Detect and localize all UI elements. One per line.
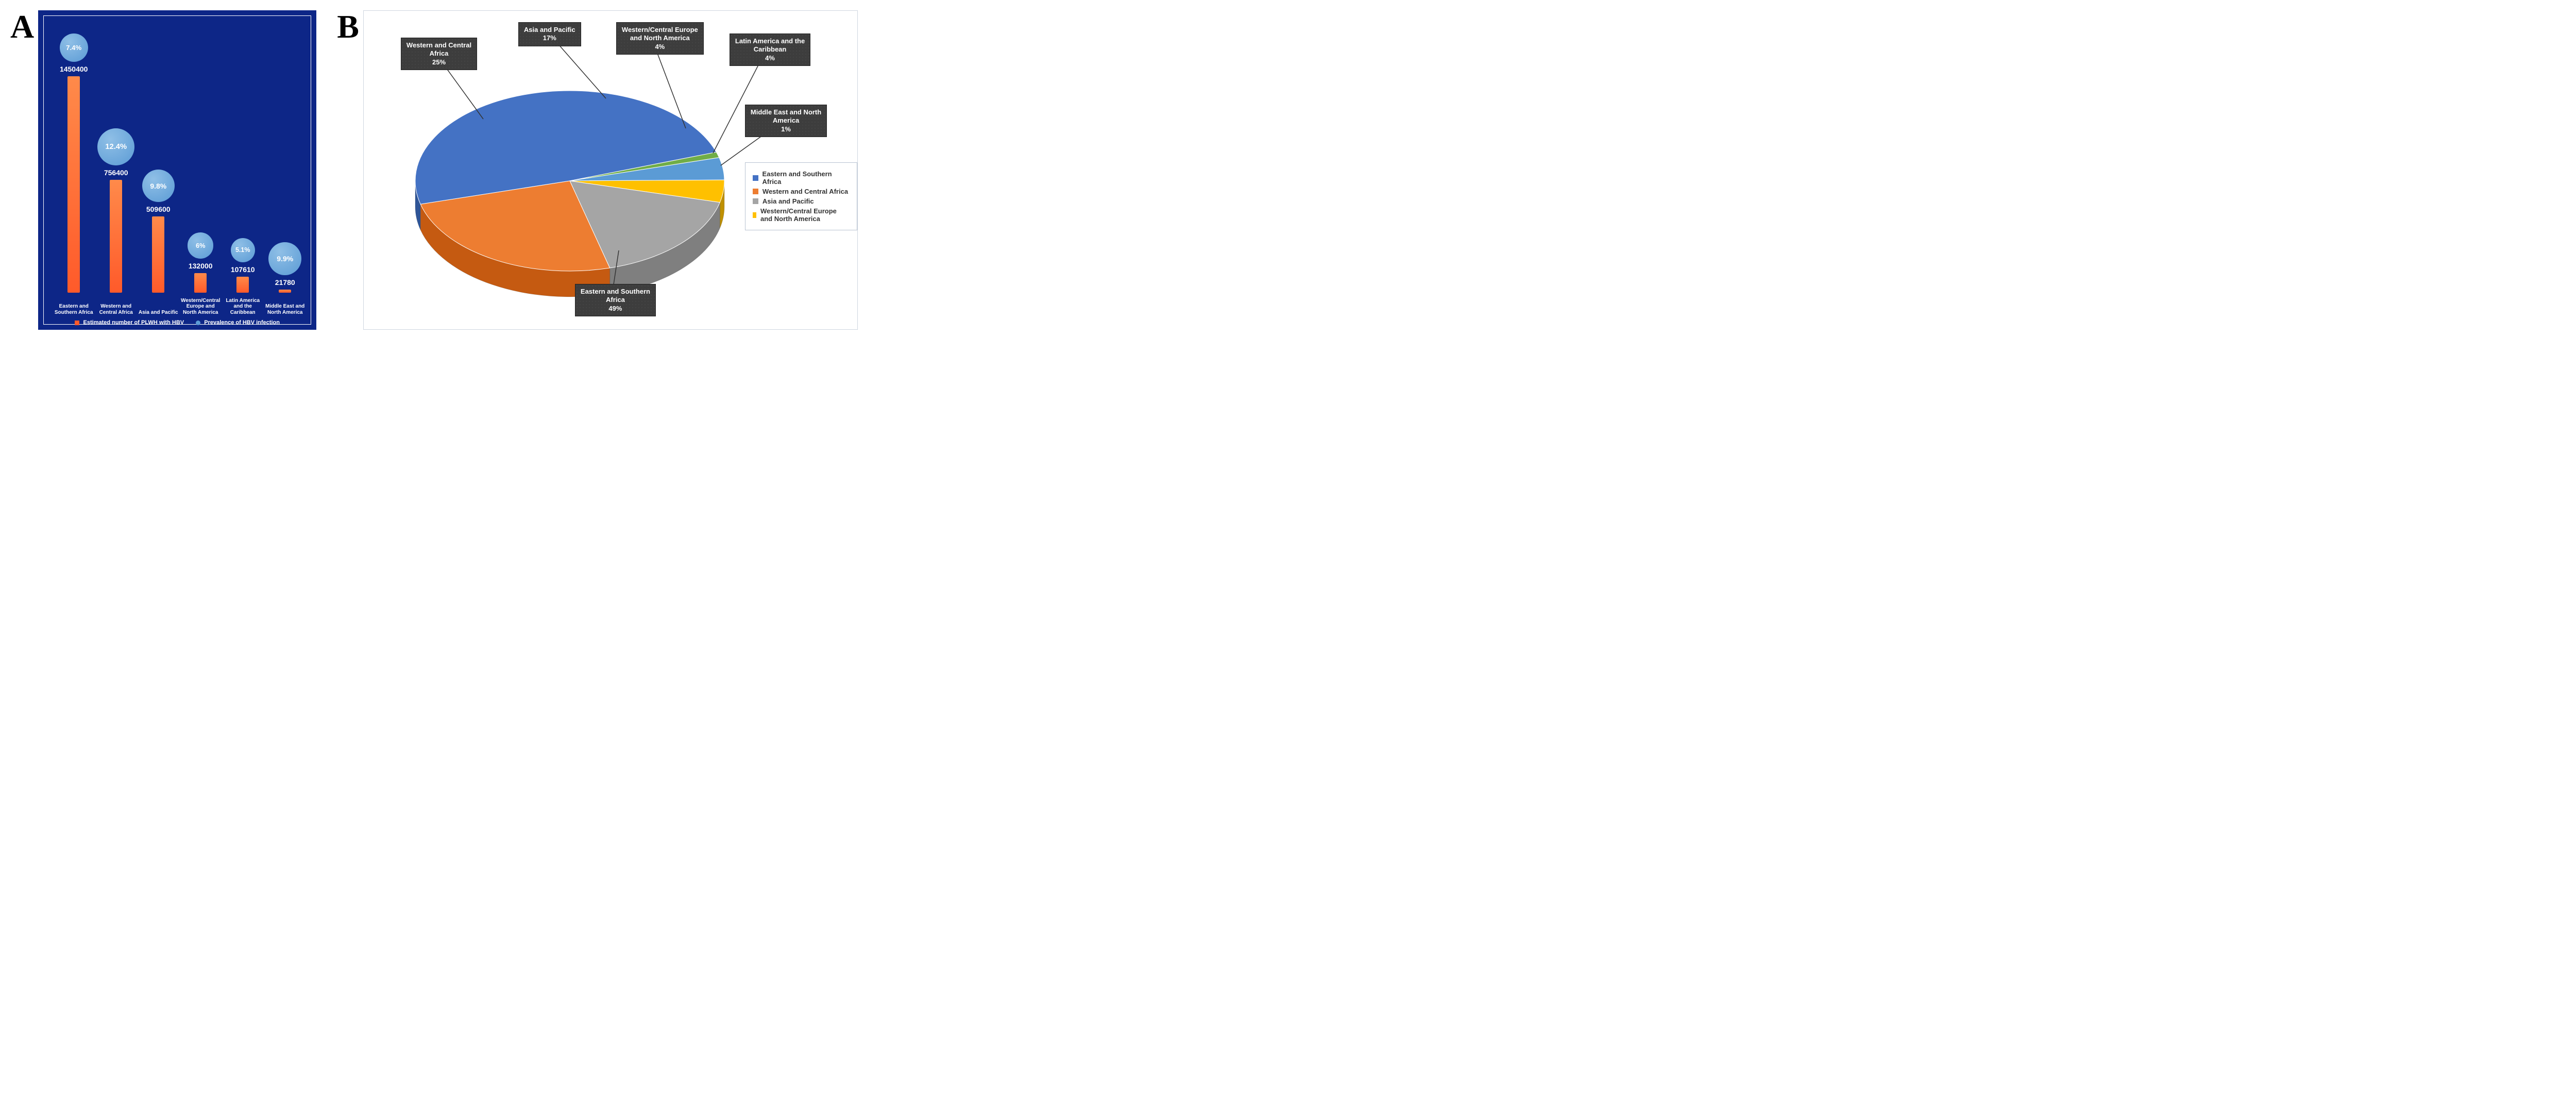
bar-column: 9.9% 21780 [264, 242, 306, 293]
prevalence-bubble: 9.8% [142, 170, 175, 202]
bar-plot-area: 7.4% 1450400 12.4% 756400 9.8% 509600 6% 132000… [46, 19, 308, 293]
pie-callout: Middle East and NorthAmerica1% [745, 105, 827, 137]
pie-callout: Latin America and theCaribbean4% [730, 33, 810, 66]
bar-rect [110, 180, 122, 293]
bar-value-label: 756400 [95, 169, 137, 177]
legend-label: Western and Central Africa [762, 188, 848, 195]
callout-leader [554, 40, 606, 98]
legend-label: Western/Central Europe and North America [760, 207, 850, 223]
bar-chart: 7.4% 1450400 12.4% 756400 9.8% 509600 6% 132000… [38, 10, 316, 330]
prevalence-bubble: 12.4% [97, 128, 134, 165]
panel-b: B Eastern and Southern Africa Western and… [337, 10, 858, 330]
panel-a: A 7.4% 1450400 12.4% 756400 9.8% 509600 6% 1320… [10, 10, 316, 330]
bar-column: 7.4% 1450400 [53, 33, 95, 293]
pie-callout: Asia and Pacific17% [518, 22, 581, 46]
legend-row: Western/Central Europe and North America [753, 207, 850, 223]
bar-value-label: 1450400 [53, 65, 95, 73]
bar-column: 6% 132000 [179, 232, 222, 293]
bar-category-label: Asia and Pacific [137, 310, 179, 316]
legend-label-bars: Estimated number of PLWH with HBV [83, 319, 184, 326]
bar-rect [194, 273, 207, 293]
legend-swatch-bubbles [196, 321, 200, 325]
pie-callout: Western and CentralAfrica25% [401, 38, 477, 70]
bar-value-label: 132000 [179, 262, 222, 270]
bar-rect [152, 216, 164, 293]
bar-category-label: Middle East and North America [264, 304, 306, 315]
callout-leader [713, 51, 766, 153]
legend-row: Western and Central Africa [753, 188, 850, 195]
legend-swatch [753, 198, 758, 204]
legend-row: Asia and Pacific [753, 197, 850, 205]
bar-column: 9.8% 509600 [137, 170, 179, 293]
legend-swatch [753, 212, 756, 218]
bar-value-label: 107610 [222, 265, 264, 274]
legend-row: Eastern and Southern Africa [753, 170, 850, 186]
bar-rect [236, 277, 249, 293]
bar-value-label: 509600 [137, 205, 179, 213]
legend-swatch [753, 175, 758, 181]
panel-letter-b: B [337, 10, 359, 43]
bar-column: 5.1% 107610 [222, 238, 264, 293]
pie-callout: Eastern and SouthernAfrica49% [575, 284, 656, 316]
bar-rect [67, 76, 80, 293]
bar-value-label: 21780 [264, 278, 306, 287]
bar-category-label: Eastern and Southern Africa [53, 304, 95, 315]
bar-rect [279, 290, 291, 293]
prevalence-bubble: 6% [188, 232, 213, 258]
legend-swatch-bars [75, 321, 79, 325]
legend-label: Asia and Pacific [762, 197, 814, 205]
prevalence-bubble: 7.4% [60, 33, 88, 62]
prevalence-bubble: 5.1% [231, 238, 255, 262]
legend-label-bubbles: Prevalence of HBV infection [204, 319, 280, 326]
legend-label: Eastern and Southern Africa [762, 170, 850, 186]
pie-callout: Western/Central Europeand North America4… [616, 22, 704, 55]
bar-legend: Estimated number of PLWH with HBV Preval… [39, 319, 315, 326]
pie-legend: Eastern and Southern Africa Western and C… [745, 162, 857, 230]
pie-chart: Eastern and Southern Africa Western and C… [363, 10, 858, 330]
bar-category-label: Latin America and the Caribbean [222, 298, 264, 316]
legend-swatch [753, 189, 758, 194]
bar-category-label: Western/Central Europe and North America [179, 298, 222, 316]
prevalence-bubble: 9.9% [268, 242, 301, 275]
panel-letter-a: A [10, 10, 34, 43]
bar-column: 12.4% 756400 [95, 128, 137, 293]
bar-category-label: Western and Central Africa [95, 304, 137, 315]
